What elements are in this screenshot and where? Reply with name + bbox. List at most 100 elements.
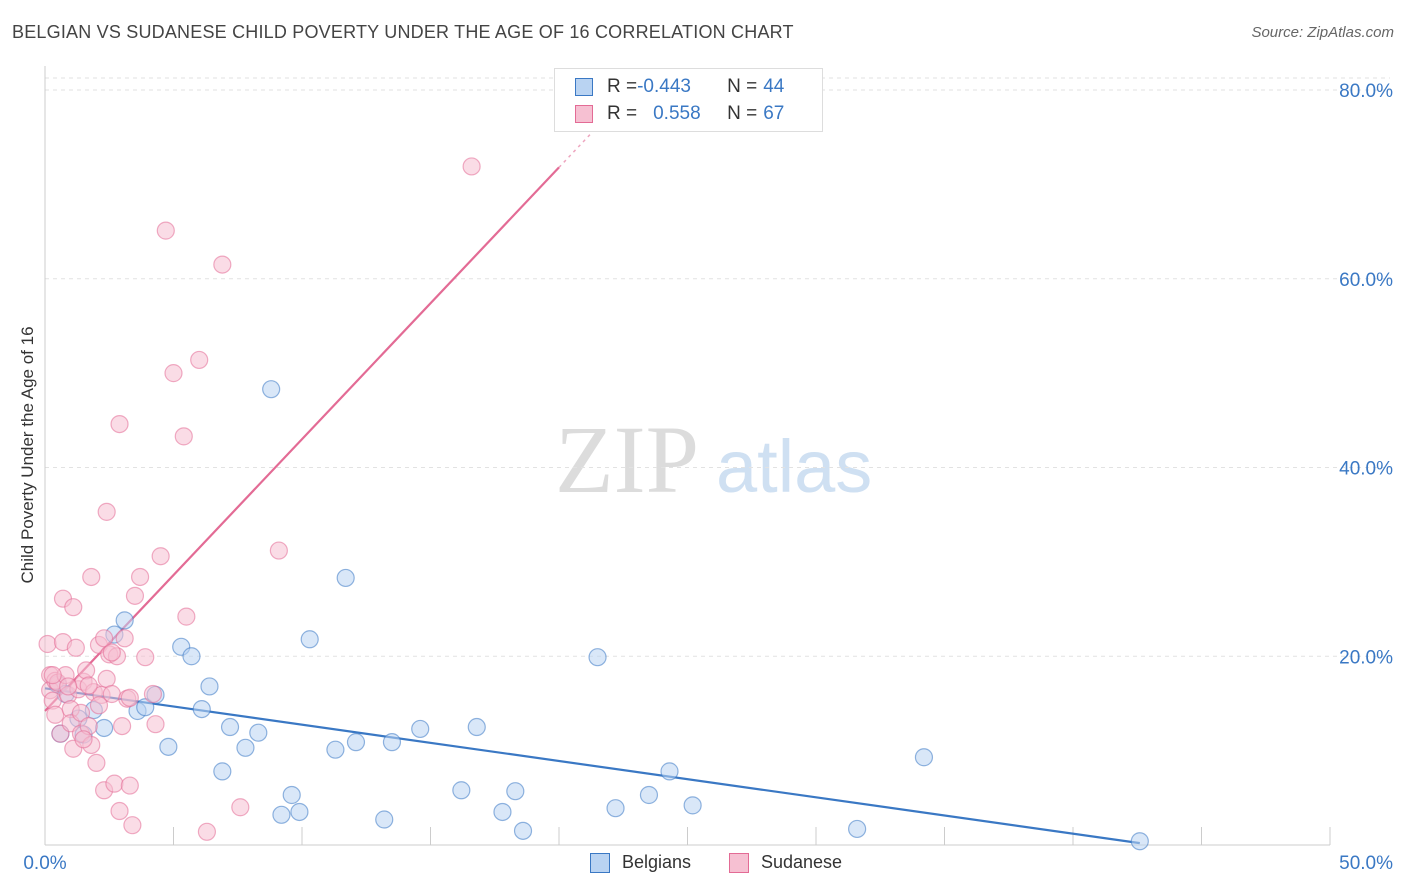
belgians-point: [467, 717, 486, 737]
sudanese-point: [77, 661, 96, 680]
sudanese-point: [43, 666, 62, 685]
sudanese-point: [174, 427, 193, 446]
y-tick-label: 40.0%: [1339, 459, 1393, 480]
belgians-point: [95, 718, 114, 738]
belgians-point: [683, 796, 702, 815]
belgians-point: [375, 810, 394, 829]
sudanese-point: [177, 607, 196, 626]
sudanese-point: [66, 638, 85, 657]
n-label: N =: [727, 103, 758, 124]
belgians-point: [1130, 832, 1149, 851]
tick-labels: 20.0% 40.0% 60.0% 80.0% 0.0% 50.0%: [23, 81, 1393, 874]
belgians-point: [506, 782, 525, 801]
sudanese-point: [112, 716, 132, 736]
sudanese-point: [64, 598, 83, 617]
belgians-point: [513, 821, 533, 840]
r-label: R =: [607, 76, 638, 97]
n-value: 44: [763, 76, 785, 97]
legend-row-sudanese: R = 0.558 N = 67: [575, 102, 784, 126]
belgians-point: [200, 677, 219, 696]
sudanese-point: [87, 753, 106, 772]
axes: [44, 66, 1331, 846]
sudanese-point: [190, 350, 209, 370]
belgians-point: [249, 723, 268, 742]
r-value: 0.558: [653, 103, 701, 124]
belgians-point: [382, 733, 402, 752]
sudanese-point: [46, 705, 65, 724]
sudanese-point: [143, 684, 163, 704]
y-tick-label: 60.0%: [1339, 270, 1393, 291]
correlation-legend: R = -0.443 N = 44 R = 0.558 N = 67: [554, 68, 823, 132]
y-axis-label: Child Poverty Under the Age of 16: [18, 326, 37, 584]
legend-label-sudanese: Sudanese: [761, 852, 843, 872]
legend-item-sudanese: Sudanese: [729, 852, 842, 873]
belgians-point: [588, 648, 607, 667]
x-tick-label: 50.0%: [1339, 853, 1393, 874]
sudanese-point: [151, 547, 170, 566]
sudanese-point: [213, 255, 232, 274]
sudanese-swatch: [575, 105, 593, 123]
belgians-point: [220, 717, 240, 737]
belgians-point: [192, 699, 211, 719]
belgians-point: [290, 802, 309, 822]
belgians-point: [159, 737, 178, 756]
source-label: Source: ZipAtlas.com: [1251, 24, 1394, 41]
n-value: 67: [763, 103, 785, 124]
sudanese-point: [231, 798, 250, 817]
belgians-point: [346, 733, 366, 752]
sudanese-point: [125, 586, 145, 605]
sudanese-point: [110, 801, 129, 821]
sudanese-point: [462, 157, 481, 176]
sudanese-point: [95, 629, 114, 648]
y-tick-label: 80.0%: [1339, 81, 1393, 102]
sudanese-point: [164, 364, 183, 383]
belgians-trendline: [44, 687, 1140, 845]
sudanese-point: [89, 696, 109, 715]
sudanese-point: [97, 669, 116, 689]
sudanese-point: [102, 643, 121, 662]
sudanese-point: [123, 816, 142, 835]
belgians-point: [848, 819, 867, 839]
sudanese-point: [197, 822, 217, 841]
sudanese-point: [74, 730, 93, 749]
r-label: R =: [607, 103, 638, 124]
sudanese-point: [82, 567, 101, 587]
sudanese-trendline: [44, 166, 560, 712]
y-tick-label: 20.0%: [1339, 647, 1393, 668]
belgians-swatch: [575, 78, 593, 96]
legend-label-belgians: Belgians: [622, 852, 692, 872]
sudanese-point: [38, 634, 57, 654]
sudanese-point: [269, 541, 288, 560]
sudanese-point: [120, 688, 139, 707]
belgians-point: [272, 805, 291, 824]
legend-row-belgians: R = -0.443 N = 44: [575, 75, 784, 99]
belgians-point: [236, 738, 255, 757]
sudanese-point: [59, 677, 78, 696]
sudanese-trendline-extension: [558, 131, 593, 168]
watermark-zip: ZIP: [555, 406, 699, 513]
belgians-point: [182, 647, 201, 666]
legend-item-belgians: Belgians: [590, 852, 691, 873]
belgians-point: [606, 799, 625, 818]
sudanese-point: [130, 567, 150, 587]
belgians-point: [336, 568, 355, 588]
grid-lines: [45, 77, 1390, 657]
chart-title: BELGIAN VS SUDANESE CHILD POVERTY UNDER …: [12, 22, 794, 42]
sudanese-point: [110, 414, 129, 434]
bottom-legend: Belgians Sudanese: [0, 852, 1406, 876]
belgians-point: [300, 630, 319, 649]
belgians-point: [914, 748, 934, 767]
belgians-point: [639, 785, 659, 805]
belgians-point: [452, 781, 471, 800]
belgians-legend-swatch: [590, 852, 610, 873]
belgians-point: [213, 762, 232, 781]
sudanese-point: [156, 221, 175, 240]
belgians-point: [493, 802, 512, 822]
sudanese-point: [146, 715, 165, 734]
sudanese-point: [79, 676, 98, 695]
sudanese-point: [105, 774, 124, 793]
x-tick-label: 0.0%: [23, 853, 66, 874]
belgians-point: [411, 719, 430, 739]
watermark-atlas: atlas: [716, 425, 872, 508]
